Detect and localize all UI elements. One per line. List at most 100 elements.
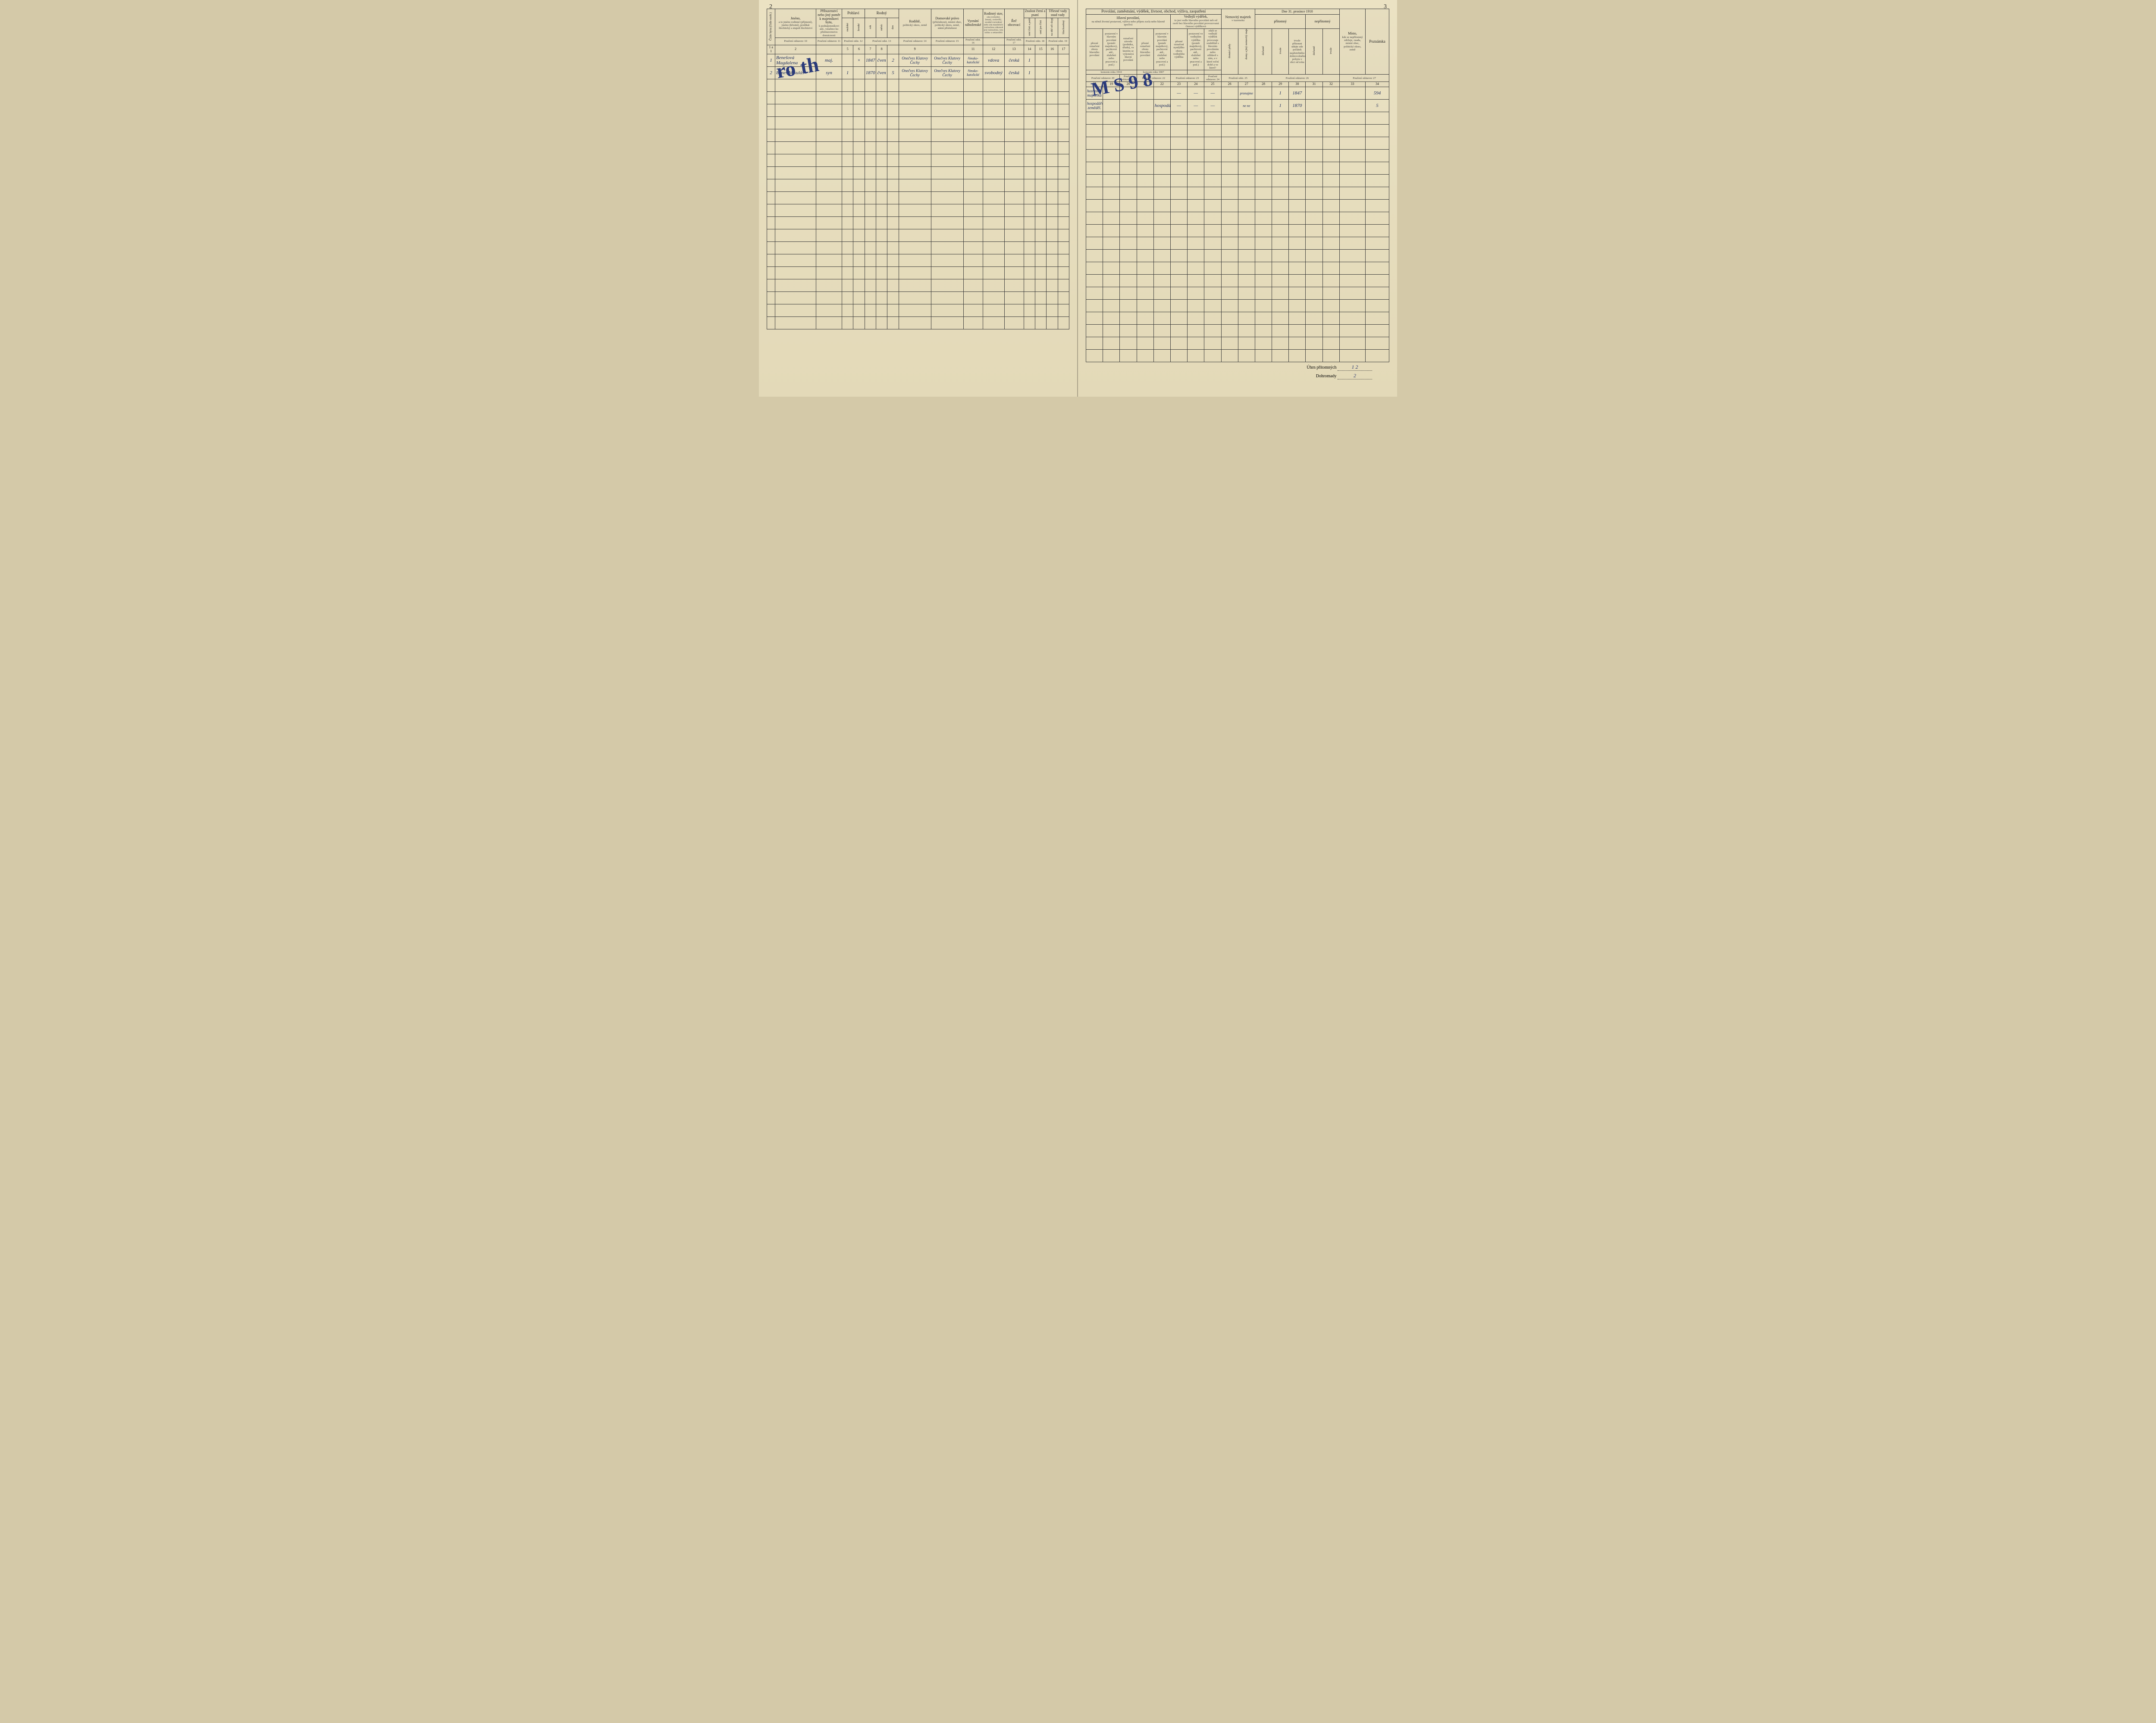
table-row (767, 204, 1069, 216)
col-stav: Rodinný stav, (984, 12, 1003, 16)
col-rec: Řeč obcovací (1004, 9, 1024, 38)
page-number-left: 2 (769, 3, 772, 10)
table-row (1086, 300, 1389, 312)
col-nemov-sub: v tuzemsku (1222, 19, 1254, 22)
table-row (767, 79, 1069, 91)
instr-c3: Poučení odst. 12 (842, 38, 865, 45)
col-obor2: přesné označení oboru hlavního povolání (1137, 29, 1153, 70)
table-head-right: Povolání, zaměstnání, výdělek, živnost, … (1086, 9, 1389, 87)
table-row (767, 316, 1069, 329)
col-rodiste-sub: politický okres, země (900, 24, 930, 27)
col-misto: Místo, (1341, 32, 1364, 36)
table-row (1086, 200, 1389, 212)
col-povolani: Povolání, zaměstnání, výdělek, živnost, … (1086, 9, 1222, 15)
col-rok: rok (869, 19, 872, 36)
table-row (1086, 175, 1389, 187)
col-zn1: umí čísti a psáti (1028, 19, 1031, 36)
col-v5: dočasně (1313, 42, 1316, 60)
table-row (1086, 125, 1389, 137)
table-row (1086, 312, 1389, 325)
col-pribuz: Příbuzenství nebo jiný poměr k majetníko… (817, 9, 841, 25)
table-row (767, 304, 1069, 316)
table-row (1086, 275, 1389, 287)
col-jmeno-sub: a to jméno rodinné (příjmení), jméno (kř… (776, 21, 815, 30)
col-mesic: měsíc (880, 19, 883, 36)
col-misto-sub: kde se nepřítomný zdržuje, osada, místní… (1341, 36, 1364, 51)
col-v2: domy a jiný nemovitý majetek (1245, 42, 1248, 60)
instr-c7: Poučení odst. 16 (963, 38, 983, 45)
table-row (1086, 112, 1389, 125)
col-poznamka: Poznámka (1366, 9, 1389, 75)
col-nepritomny: nepřítomný (1306, 14, 1340, 28)
table-row (767, 154, 1069, 166)
col-hlavni: Hlavní povolání, (1087, 16, 1169, 20)
col-koncem1907: koncem roku 1907 (1137, 70, 1170, 74)
table-row (767, 116, 1069, 129)
ledger-table-right: Povolání, zaměstnání, výdělek, živnost, … (1086, 9, 1389, 362)
col-v6: trvale (1329, 42, 1332, 60)
table-row (1086, 137, 1389, 150)
table-row (1086, 350, 1389, 362)
tbody-left: 1 Benešová Magdalena maj. × 1847 čven 2 … (767, 54, 1069, 329)
col-post2: postavení v hlavním povolání (poměr maje… (1153, 29, 1170, 70)
tbody-right: hostinská majitelka — — — pronajme 1 184… (1086, 87, 1389, 362)
instr-c10: Poučení odst. 19 (1047, 38, 1069, 45)
table-row (767, 141, 1069, 154)
table-row (767, 216, 1069, 229)
page-right: 3 M S 9 8 Povolání, zaměstnání, výdělek,… (1078, 0, 1397, 397)
table-row (767, 91, 1069, 104)
col-vedlejsi-sub: to jest vedle hlavního povolání neb od o… (1172, 19, 1220, 28)
instr-c2: Poučení odstavec 11 (816, 38, 842, 45)
col-muz: mužské (846, 19, 849, 36)
page-left: 2 ro th Číslo bytu (číslo osob.) Jméno, … (759, 0, 1078, 397)
col-den: den (891, 19, 894, 36)
col-zn2: umí jen čísti (1039, 19, 1042, 36)
table-row (767, 291, 1069, 304)
instr-c9: Poučení odst. 18 (1024, 38, 1047, 45)
page-number-right: 3 (1384, 3, 1387, 10)
table-row (1086, 150, 1389, 162)
col-post3: postavení ve vedlejším výdělku (poměr ma… (1188, 29, 1204, 70)
col-rodny: Rodný (865, 9, 899, 18)
col-tv1: na obě oči slepý (1050, 19, 1053, 36)
col-trvale-sub: trvale přítomni udejte zde počátek nepře… (1289, 29, 1306, 75)
col-v3: dočasně (1262, 42, 1265, 60)
instr-c8: Poučení odst. 17 (1004, 38, 1024, 45)
table-row (767, 179, 1069, 191)
col-obor3: přesné označení nynějšího oboru vedlejší… (1170, 29, 1187, 70)
table-row (1086, 337, 1389, 350)
col-tv2: hluchoněmý (1062, 19, 1065, 36)
table-row: 1 Benešová Magdalena maj. × 1847 čven 2 … (767, 54, 1069, 66)
ledger-spread: 2 ro th Číslo bytu (číslo osob.) Jméno, … (759, 0, 1397, 397)
table-row: 2 Beneš Mikuláš syn 1 1870 čven 5 Onečve… (767, 66, 1069, 79)
col-rodiste: Rodiště, (900, 20, 930, 24)
col-v4: trvale (1279, 42, 1282, 60)
colnum-row-right: 18 19 20 21 22 23 24 25 26 27 28 29 30 3… (1086, 82, 1389, 87)
table-row (1086, 187, 1389, 200)
table-row (1086, 162, 1389, 175)
ledger-table-left: Číslo bytu (číslo osob.) Jméno, a to jmé… (767, 9, 1069, 329)
col-dne: Dne 31. prosince 1910 (1255, 9, 1339, 15)
col-stav-sub: zda svobodný, ženatý, ovdovělý, soudně r… (984, 16, 1003, 34)
table-row (1086, 325, 1389, 337)
col-domov-sub: (příslušnost), místní obec, politický ok… (932, 21, 962, 30)
col-telesne: Tělesné vady snad vady (1047, 9, 1069, 18)
col-vedlejsi: Vedlejší výdělek, (1172, 15, 1220, 19)
col-pohlavi: Pohlaví (842, 9, 865, 18)
col-znalost: Znalost čtení a psaní (1024, 9, 1047, 18)
instr-c6: Poučení odstavec 15 (931, 38, 963, 45)
col-v1: domácí půdy (1228, 42, 1231, 60)
col-byt: Číslo bytu (číslo osob.) (769, 11, 773, 41)
col-obor1: přesné označení oboru hlavního povolání (1086, 29, 1103, 70)
table-row (767, 279, 1069, 291)
col-hlavni-sub: na němž životní postavení, výživa nebo p… (1087, 20, 1169, 26)
footer-dohromady: Dohromady 2 (1086, 373, 1389, 379)
table-row (767, 241, 1069, 254)
table-head-left: Číslo bytu (číslo osob.) Jméno, a to jmé… (767, 9, 1069, 54)
table-row (767, 254, 1069, 266)
table-row (1086, 212, 1389, 225)
table-row (767, 266, 1069, 279)
col-koncem1910: koncem roku 1910 (1086, 70, 1137, 74)
table-row (767, 104, 1069, 116)
col-zen: ženské (857, 19, 860, 36)
